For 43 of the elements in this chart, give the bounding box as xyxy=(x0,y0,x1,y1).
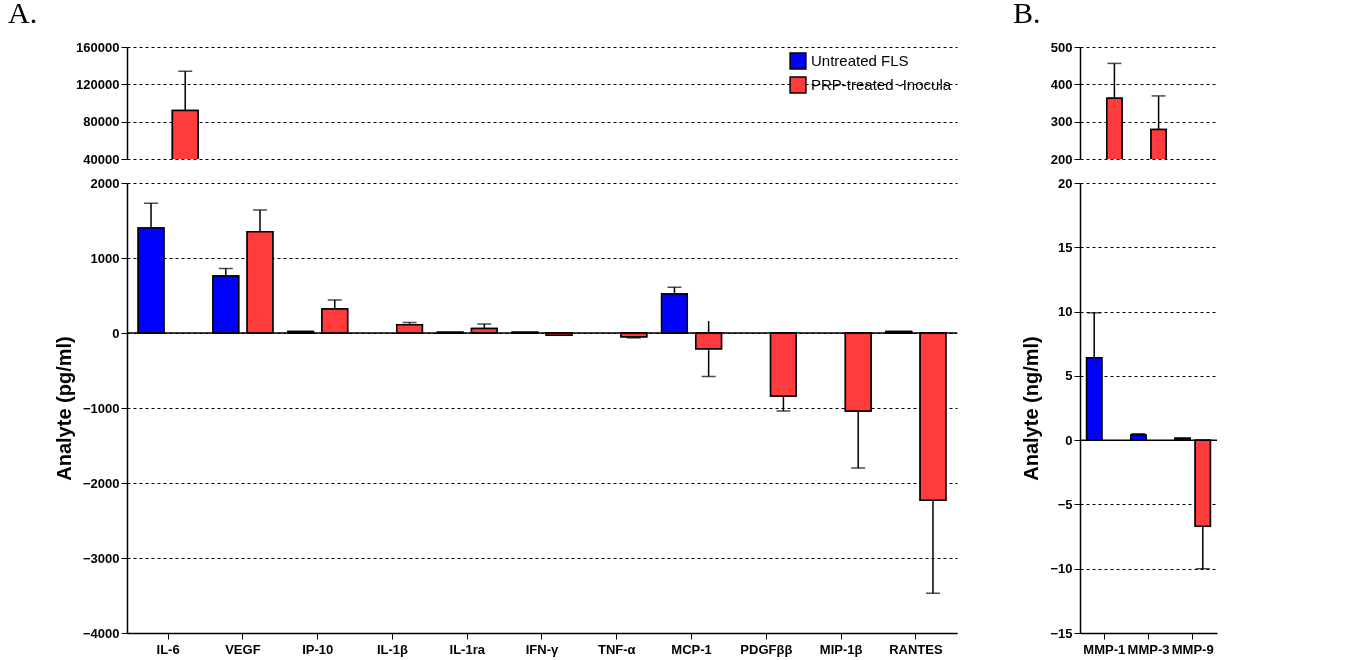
x-tick-label: MMP-3 xyxy=(1127,641,1170,657)
legend-label: Untreated FLS xyxy=(811,52,909,69)
y-tick-label: 120000 xyxy=(76,76,120,92)
x-tick-label: IL-1ra xyxy=(449,641,486,657)
x-tick-label: MMP-1 xyxy=(1083,641,1126,657)
y-tick-label: 160000 xyxy=(76,39,120,55)
y-tick-label: 5 xyxy=(1065,368,1073,384)
x-tick-label: IFN-γ xyxy=(525,641,560,657)
x-tick-label: VEGF xyxy=(225,641,261,657)
y-tick-label: 0 xyxy=(112,325,120,341)
y-tick-label: −2000 xyxy=(82,475,120,491)
chart-title: B. xyxy=(1013,0,1041,29)
y-tick-label: 40000 xyxy=(83,151,120,167)
x-tick-label: MCP-1 xyxy=(671,641,712,657)
y-tick-label: 1000 xyxy=(90,250,120,266)
y-tick-label: −4000 xyxy=(82,625,120,641)
y-tick-label: 20 xyxy=(1058,175,1073,191)
legend-label: PRP-treated -Inocula xyxy=(811,76,952,93)
y-tick-label: 10 xyxy=(1058,304,1073,320)
x-tick-label: TNF-α xyxy=(597,641,636,657)
x-tick-label: PDGFββ xyxy=(740,641,793,657)
y-tick-label: 15 xyxy=(1058,239,1073,255)
y-tick-label: 0 xyxy=(1065,432,1073,448)
y-tick-label: 500 xyxy=(1050,39,1073,55)
y-tick-label: 300 xyxy=(1050,114,1073,130)
y-tick-label: −1000 xyxy=(82,400,120,416)
x-tick-label: IL-6 xyxy=(156,641,180,657)
y-tick-label: −15 xyxy=(1050,625,1073,641)
y-tick-label: 2000 xyxy=(90,175,120,191)
x-tick-label: MMP-9 xyxy=(1171,641,1214,657)
y-tick-label: −10 xyxy=(1050,561,1073,577)
x-tick-label: RANTES xyxy=(889,641,943,657)
y-tick-label: −3000 xyxy=(82,550,120,566)
y-tick-label: 200 xyxy=(1050,151,1073,167)
y-axis-title: Analyte (pg/ml) xyxy=(52,336,75,481)
y-axis-title: Analyte (ng/ml) xyxy=(1020,336,1043,481)
y-tick-label: 80000 xyxy=(83,114,120,130)
y-tick-label: −5 xyxy=(1057,496,1073,512)
chart-title: A. xyxy=(8,0,38,29)
x-tick-label: MIP-1β xyxy=(819,641,863,657)
x-tick-label: IP-10 xyxy=(302,641,334,657)
x-tick-label: IL-1β xyxy=(376,641,409,657)
y-tick-label: 400 xyxy=(1050,76,1073,92)
